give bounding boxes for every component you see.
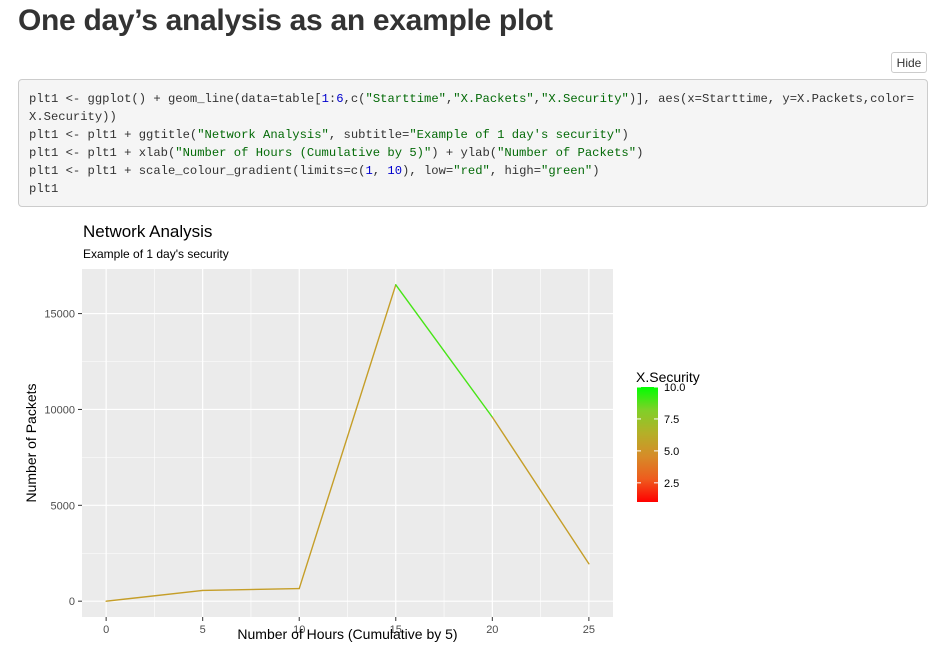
x-axis: 0 5 10 15 20 25 [103,617,595,636]
code-block: plt1 <- ggplot() + geom_line(data=table[… [18,79,928,207]
y-tick-label: 0 [69,596,75,608]
chart-title: Network Analysis [83,222,212,241]
code-text: , subtitle= [328,128,410,142]
code-line: plt1 <- ggplot() + geom_line(data=table[… [29,90,917,126]
x-tick-label: 0 [103,624,109,636]
code-text: , [533,92,542,106]
code-text: plt1 <- plt1 + scale_colour_gradient(lim… [29,164,366,178]
legend: X.Security 10.0 7.5 5.0 2.5 [636,369,700,502]
code-string: "Number of Hours (Cumulative by 5)" [175,146,432,160]
legend-tick-label: 2.5 [664,478,679,490]
legend-title: X.Security [636,369,700,385]
grid-major [82,269,613,617]
code-line: plt1 <- plt1 + scale_colour_gradient(lim… [29,162,917,180]
y-axis-label: Number of Packets [23,383,39,502]
code-text: , [372,164,388,178]
code-string: "Example of 1 day's security" [409,128,622,142]
line-segment [491,416,590,565]
y-axis: 0 5000 10000 15000 [44,309,82,608]
legend-ticks: 10.0 7.5 5.0 2.5 [637,382,685,490]
code-number: 6 [336,92,344,106]
code-text: plt1 <- plt1 + xlab( [29,146,176,160]
x-tick-label: 15 [390,624,402,636]
code-string: "X.Security" [541,92,629,106]
series-line [105,284,590,602]
code-text: plt1 [29,182,59,196]
chart-subtitle: Example of 1 day's security [83,247,229,261]
x-tick-label: 20 [486,624,498,636]
code-text: : [328,92,337,106]
grid-minor [82,269,613,617]
code-text: ), low= [402,164,454,178]
line-segment [105,589,204,602]
code-text: ) [636,146,644,160]
x-tick-label: 25 [583,624,595,636]
legend-colorbar [637,387,658,502]
line-segment [395,284,494,418]
y-tick-label: 10000 [44,404,75,416]
code-text: , high= [489,164,542,178]
code-line: plt1 <- plt1 + ggtitle("Network Analysis… [29,126,917,144]
hide-code-button[interactable]: Hide [891,52,927,73]
code-line: plt1 <- plt1 + xlab("Number of Hours (Cu… [29,144,917,162]
line-segment [298,284,397,590]
code-string: "green" [541,164,593,178]
code-text: ,c( [343,92,366,106]
code-string: "Starttime" [365,92,446,106]
code-string: "Number of Packets" [497,146,637,160]
code-string: "Network Analysis" [197,128,329,142]
y-tick-label: 5000 [51,500,75,512]
x-tick-label: 5 [200,624,206,636]
code-text: ) [592,164,600,178]
code-text: , [445,92,454,106]
code-text: plt1 <- ggplot() + geom_line(data=table[ [29,92,322,106]
code-text: ) [621,128,629,142]
code-number: 10 [387,164,403,178]
chart: Network Analysis Example of 1 day's secu… [23,222,700,642]
code-text: ) + ylab( [431,146,498,160]
x-axis-label: Number of Hours (Cumulative by 5) [237,626,457,642]
code-text: plt1 <- plt1 + ggtitle( [29,128,198,142]
page-title: One day’s analysis as an example plot [18,4,553,37]
code-string: "red" [453,164,490,178]
legend-tick-label: 7.5 [664,414,679,426]
line-segment [201,587,300,592]
x-tick-label: 10 [293,624,305,636]
code-string: "X.Packets" [453,92,534,106]
y-tick-label: 15000 [44,309,75,321]
code-number: 1 [365,164,373,178]
legend-tick-label: 5.0 [664,446,679,458]
code-text: )], aes(x=Starttime, y=X.Packets,color=X… [29,92,915,124]
code-number: 1 [321,92,329,106]
code-line: plt1 [29,180,917,198]
legend-tick-label: 10.0 [664,382,685,394]
